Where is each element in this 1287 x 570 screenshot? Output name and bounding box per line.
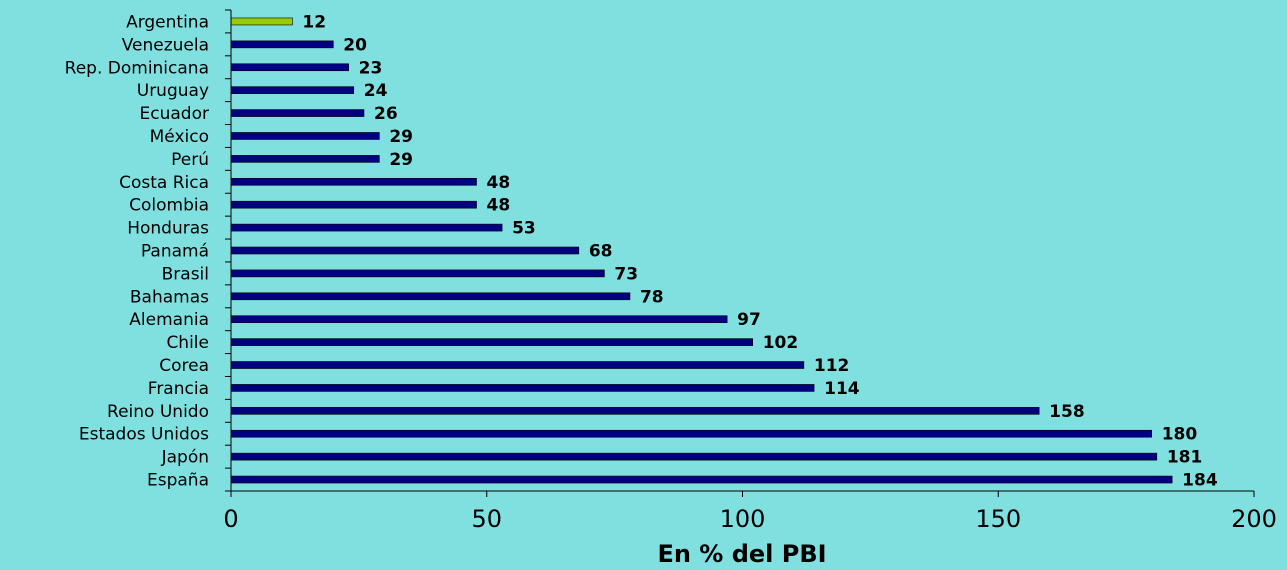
bar-brasil	[230, 269, 605, 278]
value-label-japon: 181	[1167, 448, 1203, 468]
value-label-panama: 68	[589, 242, 613, 262]
category-label-corea: Corea	[159, 356, 209, 376]
value-label-colombia: 48	[487, 196, 511, 216]
bar-chile	[230, 338, 754, 346]
axes-layer	[225, 9, 1255, 497]
value-label-reino-unido: 158	[1049, 402, 1085, 422]
category-label-peru: Perú	[171, 150, 209, 170]
bar-estados-unidos	[230, 429, 1153, 438]
bar-uruguay	[230, 86, 355, 94]
x-tick-label: 0	[223, 505, 238, 533]
bar-espana	[230, 475, 1173, 484]
category-label-francia: Francia	[148, 379, 209, 399]
value-label-brasil: 73	[614, 264, 638, 284]
bar-francia	[230, 384, 815, 392]
category-label-rep-dominicana: Rep. Dominicana	[65, 58, 209, 78]
x-tick-label: 100	[720, 505, 766, 533]
value-label-bahamas: 78	[640, 287, 664, 307]
category-label-bahamas: Bahamas	[130, 287, 209, 307]
value-label-costa-rica: 48	[487, 173, 511, 193]
category-label-espana: España	[147, 471, 209, 491]
category-label-panama: Panamá	[141, 242, 209, 262]
bar-colombia	[230, 200, 477, 209]
x-tick-label: 150	[975, 505, 1021, 533]
bar-corea	[230, 361, 805, 369]
category-label-uruguay: Uruguay	[137, 81, 209, 101]
value-label-venezuela: 20	[343, 35, 367, 55]
bar-panama	[230, 246, 580, 255]
bars-layer	[230, 17, 1173, 484]
category-label-ecuador: Ecuador	[140, 104, 209, 124]
value-label-mexico: 29	[389, 127, 413, 147]
value-label-peru: 29	[389, 150, 413, 170]
category-label-argentina: Argentina	[126, 12, 209, 32]
category-label-mexico: México	[150, 127, 209, 147]
value-label-ecuador: 26	[374, 104, 398, 124]
value-label-estados-unidos: 180	[1162, 425, 1198, 445]
value-label-chile: 102	[763, 333, 799, 353]
value-label-honduras: 53	[512, 219, 536, 239]
bar-japon	[230, 452, 1158, 461]
bar-rep-dominicana	[230, 63, 349, 72]
bar-argentina	[230, 17, 293, 26]
category-label-honduras: Honduras	[127, 219, 209, 239]
value-label-alemania: 97	[737, 310, 761, 330]
bar-bahamas	[230, 292, 631, 301]
value-label-uruguay: 24	[364, 81, 388, 101]
category-label-alemania: Alemania	[129, 310, 209, 330]
category-label-venezuela: Venezuela	[122, 35, 209, 55]
bar-venezuela	[230, 40, 334, 49]
x-tick-label: 200	[1231, 505, 1277, 533]
value-label-argentina: 12	[302, 12, 326, 32]
bar-costa-rica	[230, 177, 477, 186]
bar-ecuador	[230, 109, 365, 117]
bar-reino-unido	[230, 407, 1040, 415]
bar-alemania	[230, 315, 728, 324]
category-label-brasil: Brasil	[162, 264, 209, 284]
value-label-corea: 112	[814, 356, 850, 376]
value-label-espana: 184	[1182, 471, 1218, 491]
category-label-chile: Chile	[166, 333, 209, 353]
category-label-reino-unido: Reino Unido	[107, 402, 209, 422]
category-label-estados-unidos: Estados Unidos	[79, 425, 209, 445]
x-tick-label: 50	[471, 505, 502, 533]
bar-honduras	[230, 223, 503, 232]
category-label-colombia: Colombia	[129, 196, 209, 216]
category-label-costa-rica: Costa Rica	[119, 173, 209, 193]
labels-layer: Argentina 12 Venezuela 20 Rep. Dominicana 23 U…	[65, 12, 1277, 533]
category-label-japon: Japón	[161, 448, 209, 468]
x-axis-title: En % del PBI	[657, 540, 826, 568]
value-label-rep-dominicana: 23	[359, 58, 383, 78]
value-label-francia: 114	[824, 379, 860, 399]
bar-peru	[230, 155, 380, 163]
bar-mexico	[230, 132, 380, 140]
